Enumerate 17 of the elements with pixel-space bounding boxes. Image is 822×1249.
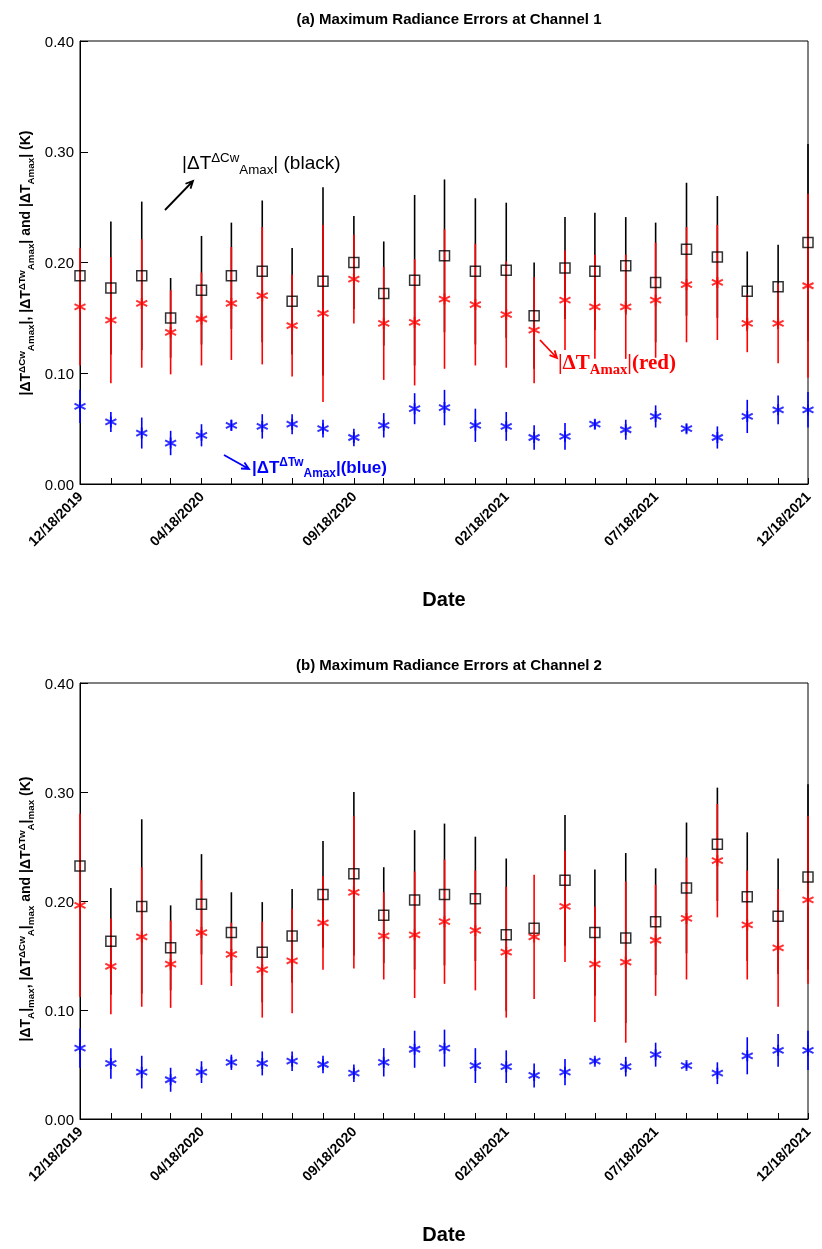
chart-title: (b) Maximum Radiance Errors at Channel 2 bbox=[296, 656, 602, 673]
legend-label: |ΔT$_{Amax}$|(red) bbox=[558, 350, 676, 379]
chart-title: (a) Maximum Radiance Errors at Channel 1 bbox=[296, 10, 602, 27]
legend-label: |ΔT$^{ΔTw}$$_{Amax}$|(blue) bbox=[252, 455, 387, 481]
text: |ΔT$^{ΔCw}$$_{Amax}$| (black) bbox=[182, 150, 341, 178]
x-axis-title: Date bbox=[422, 1223, 466, 1245]
y-tick-label: 0.20 bbox=[44, 254, 74, 271]
y-tick-label: 0.00 bbox=[44, 1110, 74, 1128]
y-tick-label: 0.30 bbox=[44, 143, 74, 161]
y-tick-label: 0.40 bbox=[44, 32, 74, 50]
y-tick-label: 0.00 bbox=[44, 475, 74, 493]
y-tick-label: 0.40 bbox=[44, 674, 74, 692]
x-axis-title: Date bbox=[422, 588, 466, 610]
y-tick-label: 0.20 bbox=[44, 892, 74, 910]
y-tick-label: 0.10 bbox=[44, 1001, 74, 1019]
y-tick-label: 0.30 bbox=[44, 783, 74, 801]
y-tick-label: 0.10 bbox=[44, 364, 74, 382]
